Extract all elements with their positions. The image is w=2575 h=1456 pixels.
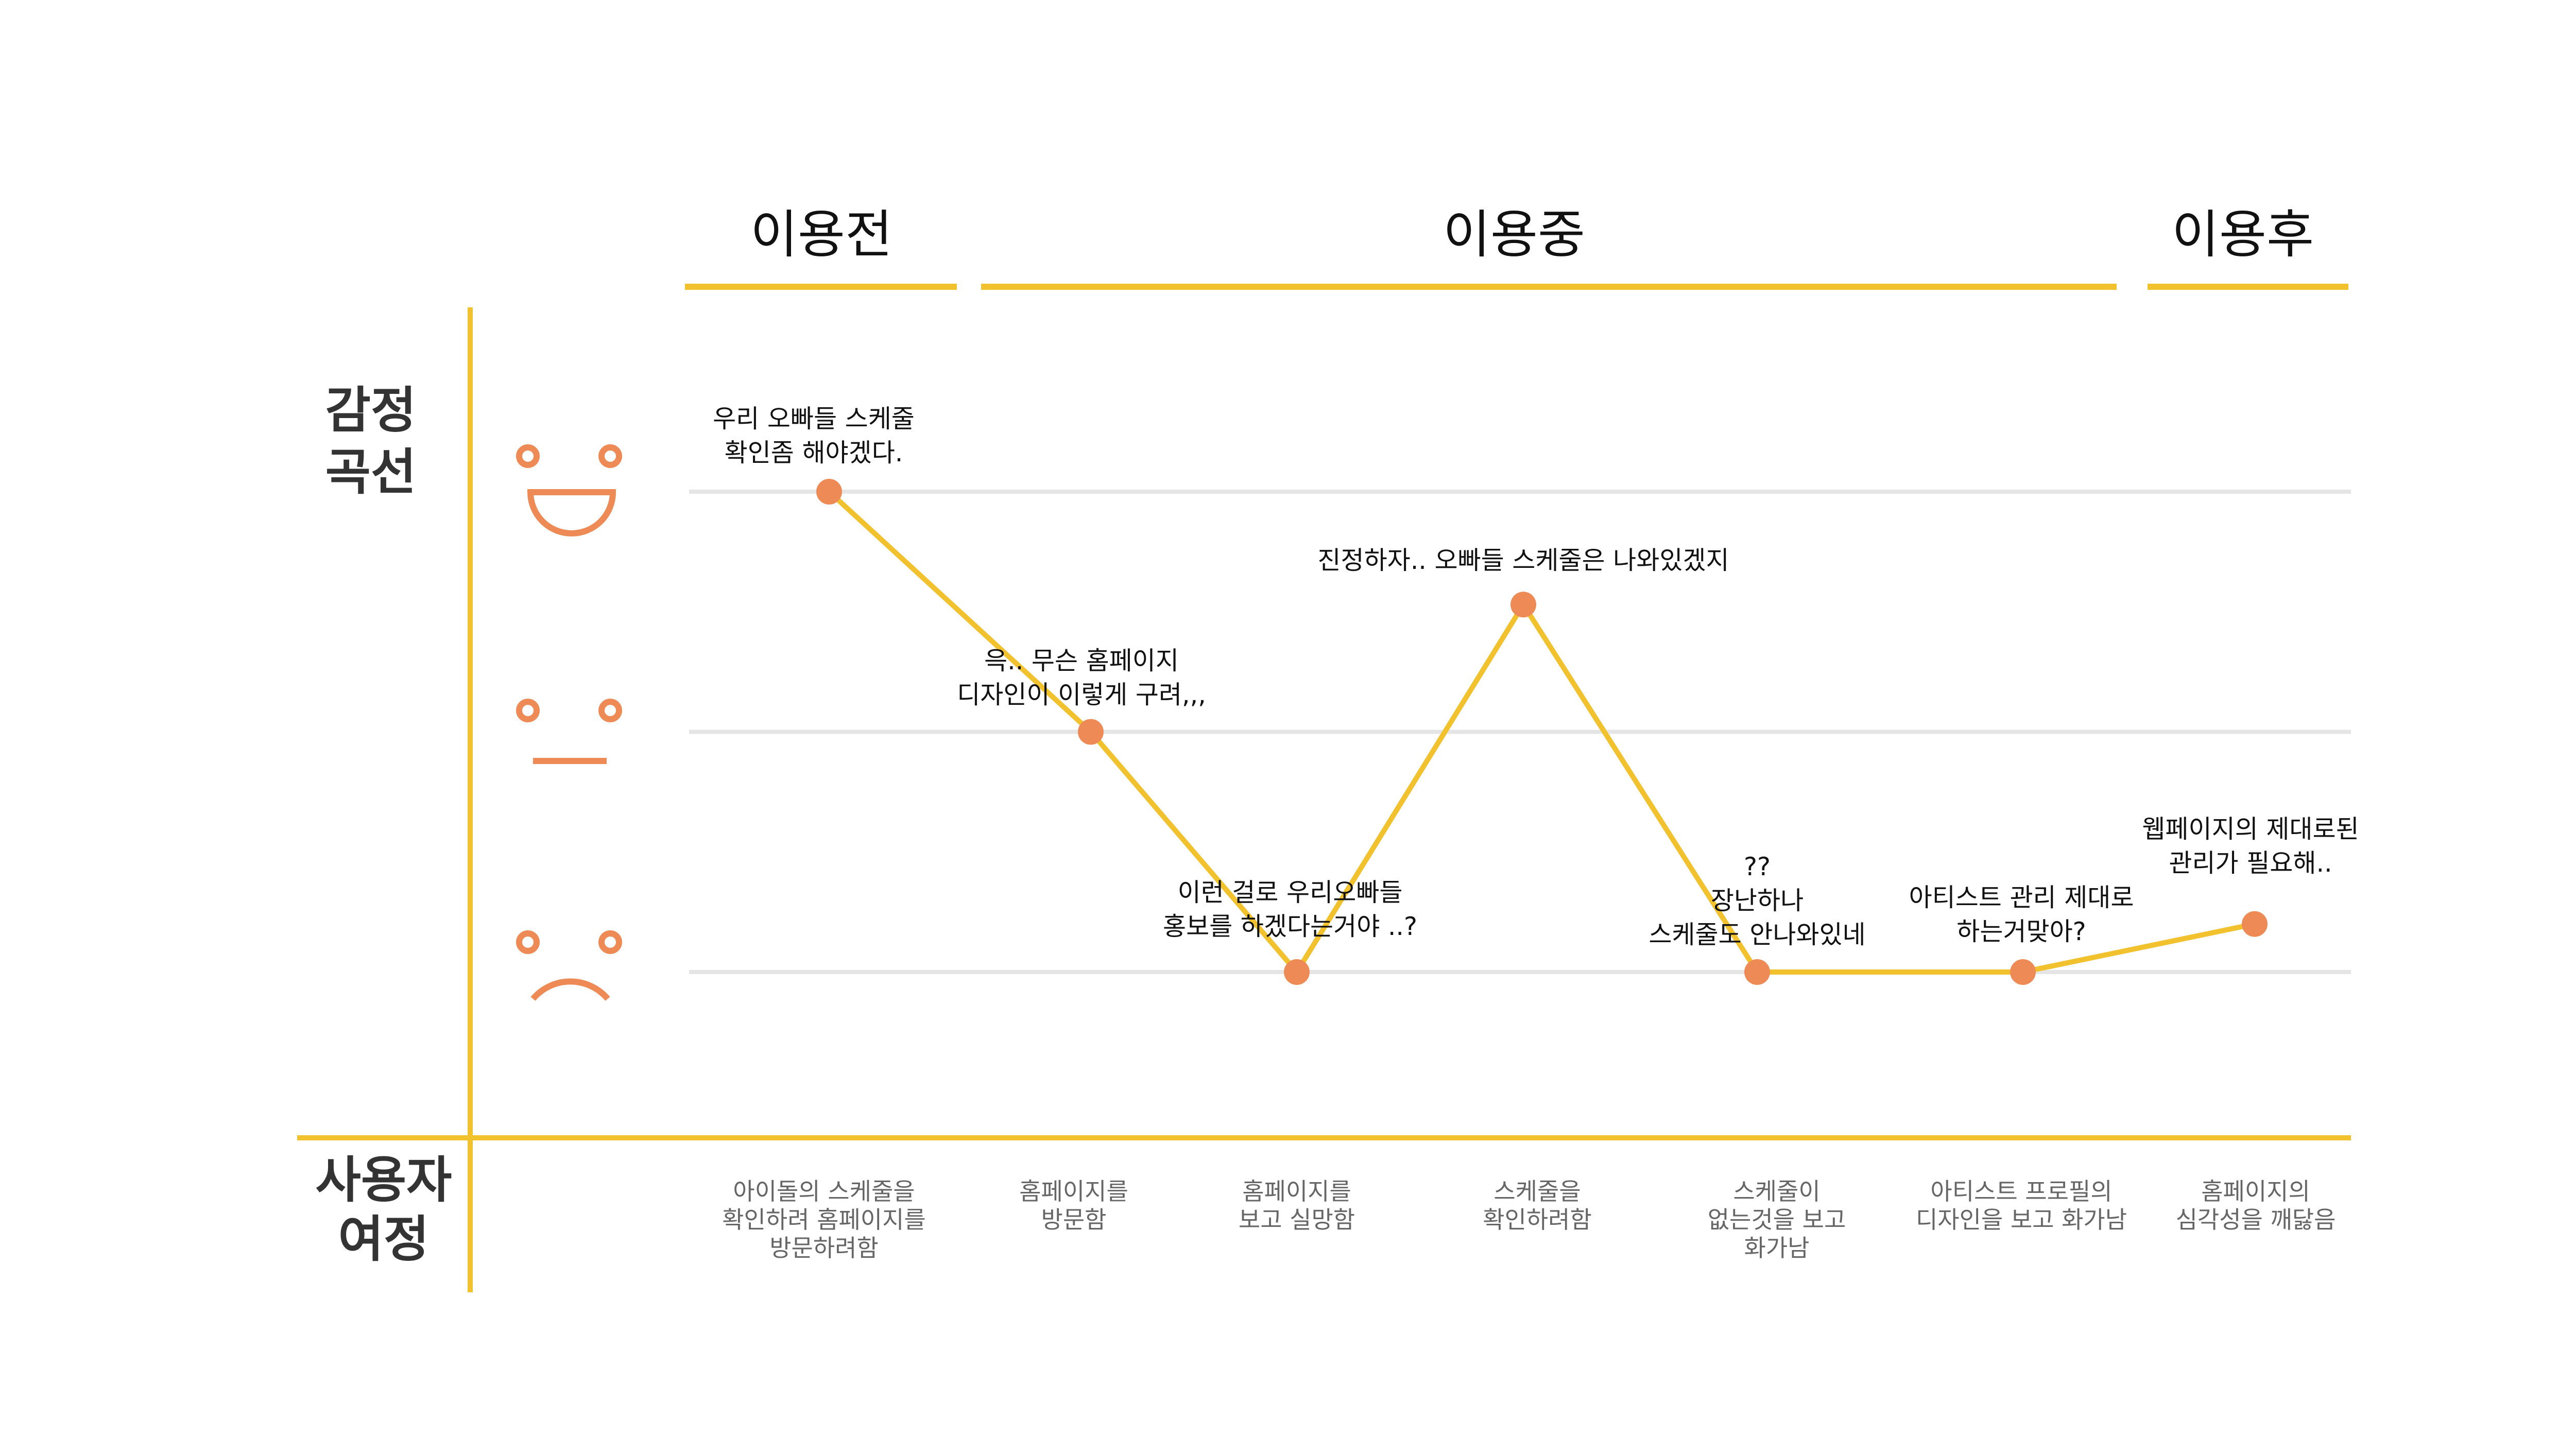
- emotion-point-1: [816, 479, 842, 505]
- row-label-emotion: 감정 곡선: [325, 382, 417, 501]
- sad-face-icon: [516, 930, 622, 1001]
- emotion-comment-line: 웹페이지의 제대로된: [2142, 814, 2359, 844]
- emotion-comment-line: 홍보를 하겠다는거야 ..?: [1163, 912, 1417, 941]
- journey-step-5: 스케줄이 없는것을 보고 화가남: [1708, 1177, 1846, 1262]
- journey-step-line: 홈페이지를: [1019, 1177, 1128, 1205]
- phase-title-before: 이용전: [750, 204, 892, 265]
- emotion-comment-line: ??: [1744, 852, 1771, 881]
- curve-segment: [1521, 602, 1760, 975]
- emotion-comment-line: 관리가 필요해..: [2169, 848, 2332, 878]
- row-label-journey: 사용자 여정: [316, 1151, 452, 1268]
- emotion-comment-line: 진정하자.. 오빠들 스케줄은 나와있겠지: [1317, 546, 1729, 575]
- row-label-journey-line-1: 사용자: [316, 1151, 452, 1209]
- journey-step-7: 홈페이지의 심각성을 깨닳음: [2176, 1177, 2336, 1234]
- journey-step-1: 아이돌의 스케줄을 확인하려 홈페이지를 방문하려함: [722, 1177, 926, 1262]
- emotion-comment-line: 장난하나: [1711, 886, 1804, 915]
- journey-step-line: 화가남: [1744, 1234, 1810, 1262]
- curve-segment: [827, 489, 1093, 735]
- journey-step-line: 방문하려함: [769, 1234, 879, 1262]
- emotion-point-7: [2242, 911, 2268, 937]
- journey-step-2: 홈페이지를 방문함: [1019, 1177, 1128, 1234]
- emotion-comment-line: 아티스트 관리 제대로: [1909, 883, 2134, 912]
- journey-step-line: 확인하려 홈페이지를: [722, 1206, 926, 1234]
- journey-step-line: 확인하려함: [1483, 1206, 1592, 1234]
- emotion-point-6: [2010, 959, 2036, 985]
- phase-title-during: 이용중: [1443, 204, 1585, 265]
- happy-face-icon: [516, 444, 622, 536]
- emotion-comment-line: 윽.. 무슨 홈페이지: [984, 646, 1179, 675]
- journey-step-line: 심각성을 깨닳음: [2176, 1206, 2336, 1234]
- emotion-comment-4: 진정하자.. 오빠들 스케줄은 나와있겠지: [1317, 546, 1729, 575]
- journey-step-line: 디자인을 보고 화가남: [1916, 1206, 2127, 1234]
- emotion-point-3: [1284, 959, 1310, 985]
- emotion-point-2: [1078, 719, 1104, 745]
- journey-step-4: 스케줄을 확인하려함: [1483, 1177, 1592, 1234]
- row-label-emotion-line-1: 감정: [325, 382, 417, 439]
- journey-step-line: 보고 실망함: [1239, 1206, 1355, 1234]
- journey-step-line: 스케줄을: [1494, 1177, 1581, 1205]
- curve-segment: [1088, 729, 1299, 975]
- emotion-point-4: [1510, 592, 1536, 618]
- phase-headers: 이용전 이용중 이용후: [685, 204, 2348, 290]
- emotion-comment-line: 디자인이 이렇게 구려,,,: [957, 680, 1206, 709]
- journey-step-3: 홈페이지를 보고 실망함: [1239, 1177, 1355, 1234]
- emotion-comment-line: 이런 걸로 우리오빠들: [1178, 878, 1403, 907]
- row-label-emotion-line-2: 곡선: [325, 443, 417, 501]
- emotion-point-5: [1744, 959, 1770, 985]
- emotion-curve: [816, 479, 2268, 985]
- row-label-journey-line-2: 여정: [338, 1210, 430, 1268]
- emotion-comment-line: 하는거맞아?: [1956, 917, 2086, 946]
- emotion-comment-line: 스케줄도 안나와있네: [1649, 920, 1865, 949]
- journey-step-line: 아이돌의 스케줄을: [733, 1177, 915, 1205]
- journey-step-6: 아티스트 프로필의 디자인을 보고 화가남: [1916, 1177, 2127, 1234]
- journey-step-line: 홈페이지를: [1242, 1177, 1351, 1205]
- journey-step-line: 아티스트 프로필의: [1930, 1177, 2112, 1205]
- emotion-comment-line: 우리 오빠들 스케줄: [713, 404, 915, 434]
- curve-segment: [2020, 921, 2257, 975]
- journey-step-line: 스케줄이: [1733, 1177, 1820, 1205]
- journey-step-line: 홈페이지의: [2201, 1177, 2310, 1205]
- emotion-comment-line: 확인좀 해야겠다.: [725, 438, 903, 467]
- journey-step-line: 방문함: [1041, 1206, 1107, 1234]
- curve-segment: [1294, 602, 1526, 975]
- phase-title-after: 이용후: [2172, 204, 2314, 265]
- neutral-face-icon: [516, 699, 622, 764]
- emotion-gridlines: [689, 490, 2351, 974]
- journey-step-line: 없는것을 보고: [1708, 1206, 1846, 1234]
